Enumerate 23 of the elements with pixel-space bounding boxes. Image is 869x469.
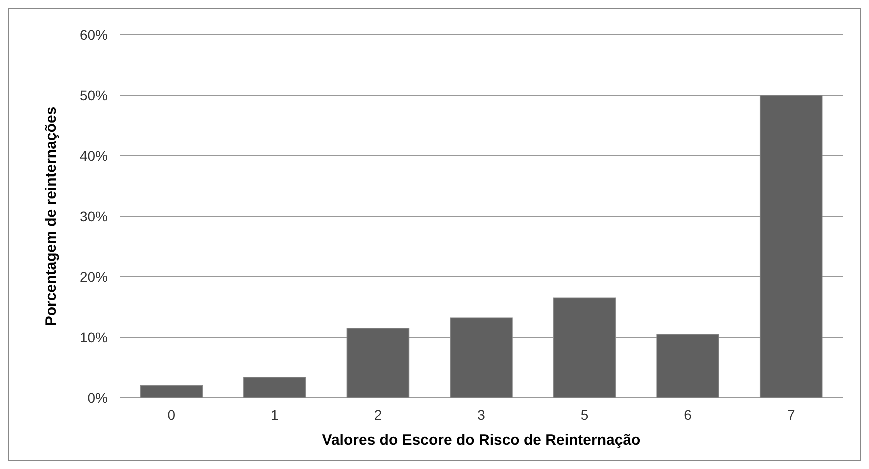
bar [656, 334, 720, 398]
bar [244, 377, 306, 398]
x-tick-label: 1 [271, 407, 280, 423]
y-tick-label: 40% [80, 148, 108, 164]
x-axis-title: Valores do Escore do Risco de Reinternação [322, 432, 641, 449]
bar [553, 298, 616, 398]
x-tick-label: 2 [374, 407, 382, 423]
bar [346, 328, 410, 398]
x-tick-label: 5 [580, 407, 589, 423]
bar [450, 318, 513, 398]
y-tick-label: 10% [80, 329, 108, 346]
x-tick-label: 7 [787, 407, 796, 423]
x-tick-label: 3 [478, 407, 486, 423]
y-tick-label: 0% [88, 390, 108, 406]
y-axis-title: Porcentagem de reinternações [43, 106, 60, 326]
y-tick-label: 20% [80, 268, 108, 285]
y-tick-label: 50% [80, 87, 108, 104]
bar [760, 95, 823, 398]
bar [140, 386, 204, 398]
x-tick-label: 6 [684, 407, 692, 423]
y-tick-label: 30% [80, 208, 108, 224]
y-tick-label: 60% [80, 26, 108, 43]
x-tick-label: 0 [168, 407, 176, 423]
